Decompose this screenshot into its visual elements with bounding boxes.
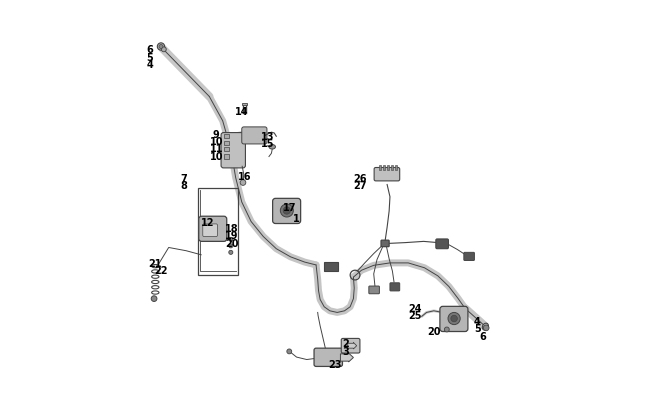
FancyBboxPatch shape: [199, 217, 227, 242]
Bar: [224, 142, 229, 146]
Text: 14: 14: [235, 107, 248, 117]
Text: 6: 6: [146, 45, 153, 55]
Text: 26: 26: [353, 173, 366, 183]
FancyBboxPatch shape: [436, 239, 448, 249]
Circle shape: [240, 180, 246, 186]
FancyArrow shape: [341, 353, 354, 362]
Text: 5: 5: [474, 324, 480, 333]
Text: 19: 19: [225, 231, 239, 241]
Bar: [391, 165, 393, 171]
Circle shape: [229, 238, 233, 242]
Bar: [324, 262, 339, 271]
FancyBboxPatch shape: [221, 133, 246, 168]
Bar: [224, 148, 229, 152]
FancyBboxPatch shape: [381, 241, 389, 247]
Circle shape: [151, 296, 157, 302]
Bar: [224, 134, 229, 139]
Text: 17: 17: [283, 203, 297, 213]
FancyBboxPatch shape: [341, 339, 360, 353]
Text: 12: 12: [200, 218, 214, 228]
Text: 23: 23: [328, 360, 341, 369]
FancyArrow shape: [348, 343, 357, 349]
Circle shape: [229, 244, 233, 248]
Text: 25: 25: [408, 310, 422, 320]
Text: 4: 4: [474, 316, 480, 326]
FancyBboxPatch shape: [242, 128, 267, 145]
FancyBboxPatch shape: [374, 168, 400, 181]
Text: 1: 1: [293, 214, 300, 224]
Text: 5: 5: [146, 53, 153, 62]
Text: 27: 27: [353, 181, 366, 190]
Circle shape: [484, 325, 489, 331]
FancyBboxPatch shape: [272, 199, 301, 224]
Text: 10: 10: [209, 137, 223, 147]
FancyBboxPatch shape: [440, 307, 468, 332]
Circle shape: [451, 315, 458, 322]
Text: 20: 20: [427, 326, 441, 336]
Circle shape: [445, 327, 449, 332]
Text: 6: 6: [479, 331, 486, 341]
Circle shape: [157, 44, 164, 51]
Text: 8: 8: [180, 181, 187, 190]
Text: 22: 22: [154, 266, 167, 275]
Text: 4: 4: [146, 60, 153, 70]
Bar: [378, 165, 381, 171]
Bar: [387, 165, 389, 171]
Circle shape: [229, 251, 233, 255]
Text: 24: 24: [408, 303, 422, 313]
Text: 11: 11: [209, 144, 223, 154]
Text: 18: 18: [225, 224, 239, 234]
FancyBboxPatch shape: [390, 283, 400, 291]
Bar: [383, 165, 385, 171]
FancyBboxPatch shape: [203, 224, 217, 237]
Text: 9: 9: [213, 130, 220, 139]
Text: 21: 21: [149, 258, 162, 268]
Text: 13: 13: [261, 132, 274, 141]
Ellipse shape: [482, 323, 488, 330]
Ellipse shape: [269, 145, 276, 150]
Circle shape: [161, 48, 166, 53]
FancyBboxPatch shape: [369, 286, 380, 294]
Circle shape: [159, 45, 163, 49]
Circle shape: [448, 313, 460, 325]
FancyBboxPatch shape: [314, 348, 343, 367]
Text: 7: 7: [180, 173, 187, 183]
Bar: [395, 165, 397, 171]
Text: 20: 20: [225, 238, 239, 248]
Bar: [242, 104, 247, 106]
Circle shape: [287, 349, 292, 354]
Circle shape: [280, 205, 293, 217]
Text: 16: 16: [238, 172, 252, 181]
Text: 2: 2: [343, 339, 350, 348]
Circle shape: [283, 207, 291, 215]
Text: 15: 15: [261, 139, 274, 149]
Bar: [198, 188, 238, 275]
Bar: [224, 155, 229, 159]
FancyBboxPatch shape: [464, 253, 474, 261]
Text: 10: 10: [209, 151, 223, 161]
Text: 3: 3: [343, 346, 350, 356]
